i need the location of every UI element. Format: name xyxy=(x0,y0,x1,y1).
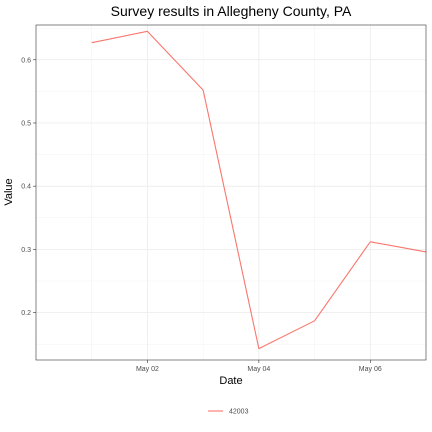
major-gridlines xyxy=(36,25,426,360)
series-line-42003 xyxy=(91,30,427,350)
y-tick-label: 0.2 xyxy=(21,310,31,317)
legend: 42003 xyxy=(208,409,249,416)
x-axis-title: Date xyxy=(219,375,242,387)
panel-background xyxy=(36,25,426,360)
series-layer xyxy=(91,30,427,350)
minor-gridlines xyxy=(36,25,426,360)
chart-title: Survey results in Allegheny County, PA xyxy=(111,3,352,19)
y-axis-ticks: 0.2 0.3 0.4 0.5 0.6 xyxy=(21,57,36,317)
y-tick-label: 0.6 xyxy=(21,57,31,64)
y-axis-title: Value xyxy=(3,178,15,205)
x-tick-label: May 06 xyxy=(359,366,382,373)
y-tick-label: 0.4 xyxy=(21,184,31,191)
x-axis-ticks: May 02 May 04 May 06 xyxy=(136,360,382,373)
y-tick-label: 0.5 xyxy=(21,120,31,127)
panel-border xyxy=(35,24,427,361)
legend-label: 42003 xyxy=(229,409,249,416)
plot-panel xyxy=(35,24,427,361)
y-tick-label: 0.3 xyxy=(21,247,31,254)
x-tick-label: May 02 xyxy=(136,366,159,373)
x-tick-label: May 04 xyxy=(247,366,270,373)
